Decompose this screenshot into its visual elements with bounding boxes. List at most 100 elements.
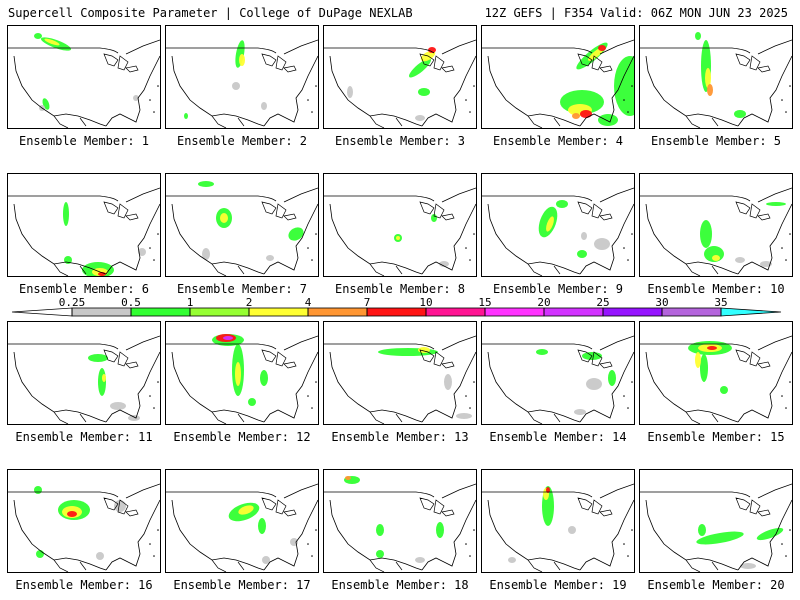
scp-contour <box>614 56 634 116</box>
colorbar-tick-label: 4 <box>305 296 312 309</box>
scp-contour <box>574 409 586 415</box>
scp-contour <box>110 402 126 410</box>
island-dot <box>785 259 787 261</box>
scp-contour <box>568 526 576 534</box>
ensemble-member-label: Ensemble Member: 11 <box>15 430 153 444</box>
scp-contour <box>696 531 744 545</box>
great-lakes <box>735 497 771 517</box>
scp-contour <box>345 476 351 480</box>
colorbar-segment <box>366 307 427 317</box>
island-dot <box>469 259 471 261</box>
scp-contour <box>202 248 210 260</box>
scp-contour <box>735 257 745 263</box>
coastline <box>645 351 792 423</box>
ensemble-member-label: Ensemble Member: 2 <box>176 134 308 148</box>
ensemble-member-map-5 <box>639 25 793 129</box>
ensemble-member-label: Ensemble Member: 6 <box>18 282 150 296</box>
colorbar-segment <box>307 307 368 317</box>
scp-contour <box>598 114 618 126</box>
scp-contour <box>594 238 610 250</box>
ensemble-member-map-13 <box>323 321 477 425</box>
scp-contour <box>580 110 592 118</box>
ensemble-member-map-6 <box>7 173 161 277</box>
coastline <box>13 203 160 275</box>
island-dot <box>623 99 625 101</box>
scp-contour <box>34 33 42 39</box>
ensemble-member-map-1 <box>7 25 161 129</box>
scp-contour <box>235 362 241 386</box>
ensemble-member-label: Ensemble Member: 4 <box>492 134 624 148</box>
island-dot <box>149 395 151 397</box>
colorbar-tick-label: 7 <box>364 296 371 309</box>
ensemble-member-map-14 <box>481 321 635 425</box>
island-dot <box>473 233 475 235</box>
colorbar-tick-label: 0.25 <box>59 296 86 309</box>
scp-contour <box>376 524 384 536</box>
island-dot <box>315 529 317 531</box>
scp-contour <box>766 202 786 206</box>
colorbar-tick-label: 1 <box>187 296 194 309</box>
island-dot <box>311 555 313 557</box>
island-dot <box>153 259 155 261</box>
canada-border <box>640 335 792 351</box>
scp-contour <box>63 202 69 226</box>
scp-contour <box>262 556 270 564</box>
island-dot <box>311 259 313 261</box>
scp-contour <box>248 398 256 406</box>
canada-border <box>324 187 476 203</box>
mexico-border <box>53 263 87 276</box>
scp-contour <box>266 255 274 261</box>
island-dot <box>307 99 309 101</box>
canada-border <box>324 39 476 55</box>
ensemble-member-map-11 <box>7 321 161 425</box>
scp-contour <box>707 346 717 350</box>
scp-contour <box>396 236 400 240</box>
mexico-border <box>369 559 403 572</box>
colorbar-segment <box>661 307 722 317</box>
scp-contour <box>698 524 706 536</box>
mexico-border <box>53 115 87 128</box>
color-scale-bar: 0.25 0.5 1 2 4 7 10 15 20 25 30 35 <box>11 296 782 317</box>
ensemble-member-label: Ensemble Member: 5 <box>650 134 782 148</box>
coastline <box>329 499 476 571</box>
colorbar-tick-label: 0.5 <box>121 296 141 309</box>
island-dot <box>311 111 313 113</box>
mexico-border <box>527 411 561 424</box>
scp-contour <box>608 370 616 386</box>
coastline <box>171 351 318 423</box>
scp-contour <box>239 54 245 66</box>
ensemble-member-map-17 <box>165 469 319 573</box>
canada-border <box>482 39 634 55</box>
scp-contour <box>67 511 77 517</box>
scp-contour <box>34 486 42 494</box>
scp-contour <box>712 255 720 261</box>
island-dot <box>157 233 159 235</box>
scp-contour <box>198 181 214 187</box>
scp-contour <box>415 557 425 563</box>
canada-border <box>8 335 160 351</box>
great-lakes <box>419 349 455 369</box>
canada-border <box>324 335 476 351</box>
island-dot <box>781 99 783 101</box>
island-dot <box>785 555 787 557</box>
scp-contour <box>258 518 266 534</box>
scp-contour <box>598 45 606 51</box>
scp-contour <box>431 214 437 222</box>
island-dot <box>785 111 787 113</box>
colorbar-segment <box>189 307 250 317</box>
scp-contour <box>128 415 140 421</box>
island-dot <box>465 247 467 249</box>
ensemble-member-map-19 <box>481 469 635 573</box>
mexico-border <box>685 263 719 276</box>
island-dot <box>465 395 467 397</box>
mexico-border <box>527 559 561 572</box>
canada-border <box>640 483 792 499</box>
chart-title: Supercell Composite Parameter | College … <box>8 6 413 20</box>
colorbar-segment <box>720 307 782 317</box>
colorbar-tick-label: 30 <box>655 296 668 309</box>
island-dot <box>469 111 471 113</box>
scp-contour <box>88 354 108 362</box>
great-lakes <box>577 349 613 369</box>
scp-contour <box>98 368 106 396</box>
canada-border <box>640 39 792 55</box>
